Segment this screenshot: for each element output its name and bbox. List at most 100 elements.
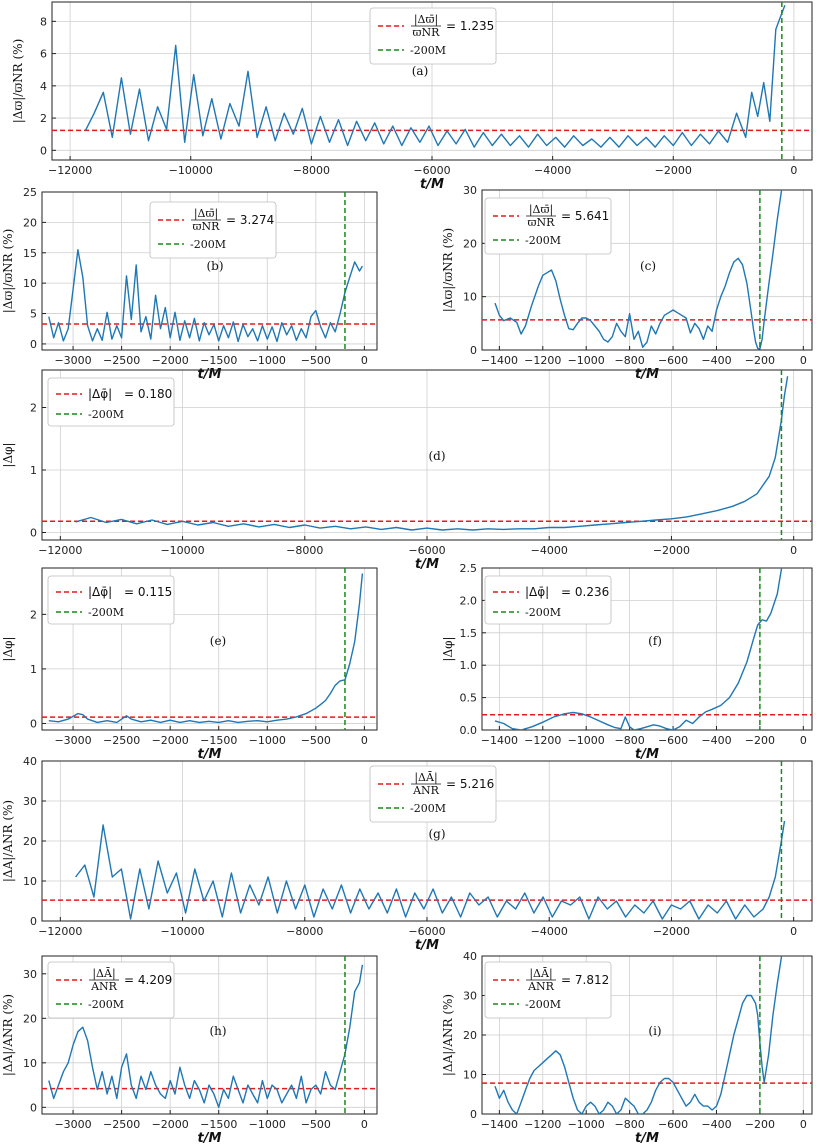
legend-mean-symbol: |ΔĀ|ANR bbox=[526, 967, 556, 993]
x-tick-label: −2000 bbox=[152, 1118, 189, 1131]
y-tick-label: 6 bbox=[40, 48, 47, 61]
y-tick-label: 2 bbox=[40, 112, 47, 125]
legend-mean-symbol: |ΔĀ|ANR bbox=[89, 967, 119, 993]
x-tick-label: −200 bbox=[745, 354, 775, 367]
y-tick-label: 30 bbox=[23, 968, 37, 981]
legend-marker-label: -200M bbox=[88, 606, 124, 619]
x-tick-label: 0 bbox=[790, 925, 797, 938]
legend: |ΔĀ|ANR = 7.812-200M bbox=[484, 961, 612, 1019]
x-tick-label: −2500 bbox=[103, 354, 140, 367]
panel-f: −1400 −1200 −1000 −800 −600 −400 −200 0 0.0 0.5 1.… bbox=[441, 562, 813, 762]
x-tick-label: −4000 bbox=[531, 544, 568, 557]
x-tick-label: −1000 bbox=[568, 734, 605, 747]
y-tick-label: 25 bbox=[23, 186, 37, 199]
y-tick-label: 0 bbox=[30, 1101, 37, 1114]
legend-frac-numerator: |Δϖ̄| bbox=[194, 207, 218, 221]
x-axis-label: t/M bbox=[198, 747, 222, 762]
x-tick-label: −200 bbox=[745, 1118, 775, 1131]
x-tick-label: −1000 bbox=[568, 354, 605, 367]
x-tick-label: −1400 bbox=[481, 1118, 518, 1131]
legend-marker-label: -200M bbox=[410, 802, 446, 815]
legend-frac-denominator: ϖNR bbox=[193, 220, 221, 233]
x-tick-label: −500 bbox=[301, 734, 331, 747]
x-tick-label: −600 bbox=[658, 734, 688, 747]
x-tick-label: −12000 bbox=[48, 164, 92, 177]
legend-mean-label: = 3.274 bbox=[226, 213, 274, 227]
x-tick-label: −8000 bbox=[293, 164, 330, 177]
x-axis-label: t/M bbox=[635, 747, 659, 762]
data-series-line bbox=[494, 568, 783, 730]
y-tick-label: 10 bbox=[23, 277, 37, 290]
legend-mean-symbol: |Δφ̄| bbox=[525, 585, 549, 599]
panel-label: (h) bbox=[209, 1024, 226, 1038]
y-tick-label: 0.5 bbox=[460, 692, 478, 705]
x-tick-label: −3000 bbox=[54, 1118, 91, 1131]
legend: |Δφ̄| = 0.236-200M bbox=[484, 575, 612, 625]
legend-marker-label: -200M bbox=[525, 998, 561, 1011]
x-tick-label: −8000 bbox=[286, 544, 323, 557]
y-tick-label: 5 bbox=[30, 308, 37, 321]
x-tick-label: −2000 bbox=[152, 734, 189, 747]
legend-mean-symbol: |Δφ̄| bbox=[88, 387, 112, 401]
x-tick-label: −800 bbox=[615, 354, 645, 367]
y-axis-label: |Δϖ|/ϖNR (%) bbox=[11, 39, 25, 123]
x-axis-label: t/M bbox=[415, 557, 439, 572]
y-axis-label: |Δφ| bbox=[1, 442, 15, 467]
data-series-line bbox=[48, 964, 364, 1109]
x-tick-label: −500 bbox=[301, 354, 331, 367]
y-tick-label: 20 bbox=[23, 216, 37, 229]
panel-a: −12000 −10000 −8000 −6000 −4000 −2000 0 0 2 4 6 8 t/… bbox=[11, 1, 813, 192]
data-series-line bbox=[84, 4, 786, 148]
y-tick-label: 1 bbox=[30, 464, 37, 477]
legend-box bbox=[369, 7, 497, 65]
data-series-line bbox=[494, 956, 783, 1114]
plot-frame bbox=[41, 955, 378, 1115]
y-tick-label: 4 bbox=[40, 80, 47, 93]
y-tick-label: 0 bbox=[30, 527, 37, 540]
x-tick-label: −1000 bbox=[249, 734, 286, 747]
x-tick-label: −1200 bbox=[524, 734, 561, 747]
legend-box bbox=[47, 575, 175, 625]
x-tick-label: 0 bbox=[361, 734, 368, 747]
legend-box bbox=[484, 575, 612, 625]
x-tick-label: −12000 bbox=[38, 544, 82, 557]
x-tick-label: −500 bbox=[301, 1118, 331, 1131]
data-series-line bbox=[48, 248, 364, 343]
x-tick-label: −10000 bbox=[160, 925, 204, 938]
y-tick-label: 0 bbox=[40, 144, 47, 157]
x-tick-label: −1500 bbox=[200, 734, 237, 747]
data-series-line bbox=[48, 573, 364, 724]
x-axis-label: t/M bbox=[198, 1131, 222, 1144]
legend-frac-denominator: ANR bbox=[527, 980, 555, 993]
legend: |Δφ̄| = 0.180-200M bbox=[47, 377, 175, 427]
y-tick-label: 0.0 bbox=[460, 724, 478, 737]
x-tick-label: −400 bbox=[701, 734, 731, 747]
legend-box bbox=[369, 765, 497, 823]
x-tick-label: −2000 bbox=[653, 925, 690, 938]
x-tick-label: −1200 bbox=[524, 354, 561, 367]
x-tick-label: −4000 bbox=[534, 164, 571, 177]
panel-label: (a) bbox=[412, 64, 429, 78]
y-axis-label: |ΔA|/ANR (%) bbox=[1, 800, 15, 882]
x-tick-label: −2000 bbox=[653, 544, 690, 557]
panel-label: (e) bbox=[210, 634, 226, 648]
x-tick-label: −1400 bbox=[481, 734, 518, 747]
legend-frac-numerator: |ΔĀ| bbox=[92, 967, 115, 981]
x-tick-label: −400 bbox=[701, 1118, 731, 1131]
legend-phi-symbol: |Δφ̄| bbox=[525, 585, 549, 599]
panel-label: (i) bbox=[648, 1024, 661, 1038]
y-tick-label: 30 bbox=[23, 795, 37, 808]
legend-frac-denominator: ϖNR bbox=[413, 26, 441, 39]
legend-frac-numerator: |Δϖ̄| bbox=[414, 13, 438, 27]
y-axis-label: |ΔA|/ANR (%) bbox=[441, 994, 455, 1076]
legend-frac-denominator: ANR bbox=[90, 980, 118, 993]
x-tick-label: 0 bbox=[800, 1118, 807, 1131]
y-tick-label: 30 bbox=[463, 990, 477, 1003]
legend-box bbox=[484, 197, 612, 255]
x-tick-label: 0 bbox=[361, 354, 368, 367]
legend-mean-label: = 5.641 bbox=[561, 209, 609, 223]
y-tick-label: 20 bbox=[463, 237, 477, 250]
panel-b: −3000 −2500 −2000 −1500 −1000 −500 0 0 5 10 15 20 25… bbox=[1, 186, 378, 382]
x-tick-label: −1000 bbox=[568, 1118, 605, 1131]
x-tick-label: −600 bbox=[658, 354, 688, 367]
